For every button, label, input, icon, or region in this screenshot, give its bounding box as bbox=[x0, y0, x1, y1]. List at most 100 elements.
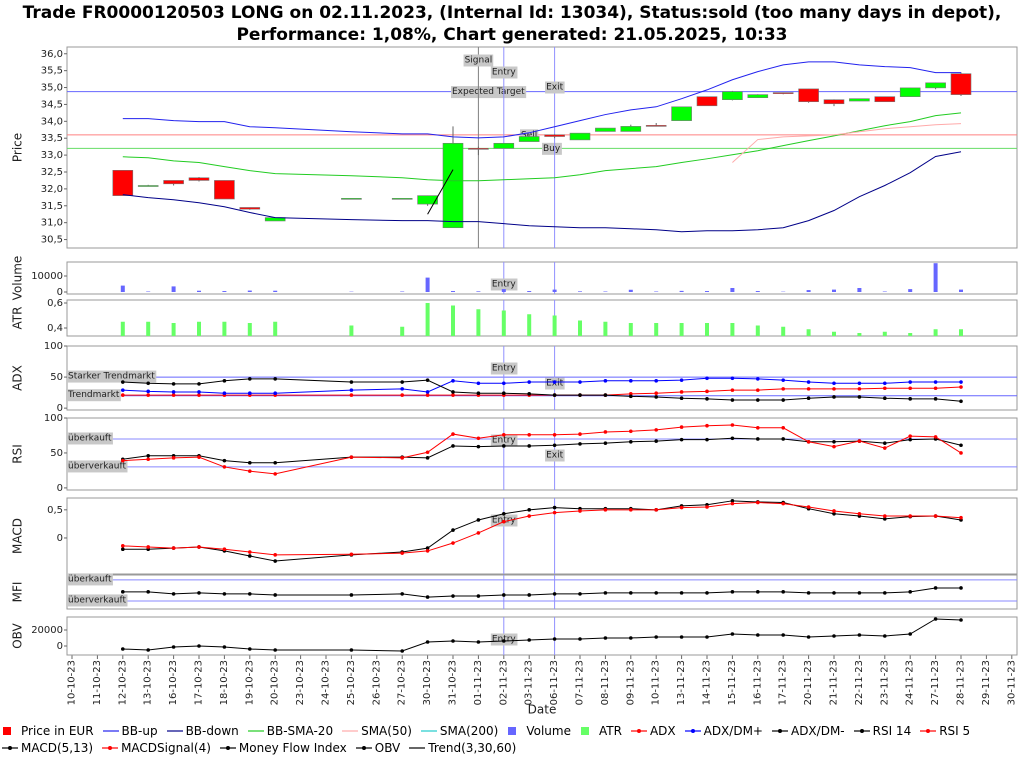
series-dot bbox=[273, 472, 278, 476]
series-dot bbox=[121, 380, 125, 384]
bar bbox=[120, 285, 125, 292]
legend-label: BB-SMA-20 bbox=[266, 724, 334, 738]
series-dot bbox=[349, 393, 354, 397]
series-dot bbox=[603, 508, 608, 512]
series-dot bbox=[197, 455, 201, 459]
reference-label: überverkauft bbox=[68, 595, 127, 605]
bar bbox=[755, 325, 760, 336]
event-label: Exit bbox=[546, 451, 564, 461]
legend-item: ADX bbox=[630, 724, 676, 738]
bar bbox=[933, 329, 938, 336]
series-dot bbox=[629, 508, 633, 512]
y-tick-label: 0 bbox=[57, 483, 63, 494]
series-dot bbox=[146, 545, 150, 549]
bar bbox=[959, 329, 963, 336]
y-tick-label: 31,0 bbox=[41, 218, 63, 229]
x-tick-label: 02-11-23 bbox=[498, 660, 509, 705]
series-dot bbox=[248, 592, 252, 596]
series-dot bbox=[908, 380, 912, 384]
series-dot bbox=[146, 648, 150, 652]
bar bbox=[654, 323, 659, 336]
series-dot bbox=[222, 391, 227, 396]
series-dot bbox=[222, 592, 227, 596]
candle-body bbox=[214, 180, 235, 200]
legend-swatch bbox=[102, 730, 119, 732]
bar bbox=[273, 321, 278, 336]
series-dot bbox=[425, 546, 430, 550]
bar bbox=[603, 321, 608, 336]
series-dot bbox=[578, 432, 582, 436]
series-dot bbox=[451, 432, 455, 436]
series-dot bbox=[578, 393, 582, 397]
series-dot bbox=[146, 393, 150, 397]
series-dot bbox=[400, 380, 405, 384]
candle-body bbox=[696, 96, 718, 107]
series-dot bbox=[705, 505, 709, 509]
series-dot bbox=[527, 392, 531, 396]
bar bbox=[832, 289, 836, 292]
series-dot bbox=[679, 396, 684, 400]
series-dot bbox=[197, 644, 201, 648]
series-dot bbox=[756, 633, 760, 637]
candle-body bbox=[188, 177, 210, 181]
swatch-dot bbox=[777, 729, 782, 733]
series-dot bbox=[908, 514, 912, 518]
series-dot bbox=[781, 425, 785, 430]
series-dot bbox=[476, 436, 481, 441]
legend-swatch bbox=[420, 730, 437, 732]
candle-body bbox=[493, 142, 515, 149]
series-dot bbox=[781, 633, 785, 637]
event-label: Exit bbox=[546, 83, 564, 93]
x-tick-label: 27-11-23 bbox=[930, 660, 941, 705]
bar bbox=[705, 291, 709, 292]
series-dot bbox=[578, 442, 582, 446]
series-dot bbox=[425, 549, 430, 553]
x-tick-label: 16-11-23 bbox=[752, 660, 763, 705]
candle-body bbox=[544, 134, 565, 137]
series-dot bbox=[679, 505, 684, 510]
bar bbox=[908, 289, 913, 292]
series-dot bbox=[476, 531, 481, 535]
series-dot bbox=[121, 590, 125, 594]
series-dot bbox=[248, 647, 252, 651]
series-dot bbox=[781, 387, 785, 391]
series-dot bbox=[552, 393, 557, 397]
series-dot bbox=[832, 381, 836, 386]
series-dot bbox=[197, 545, 201, 549]
series-dot bbox=[832, 439, 836, 444]
y-tick-label: 100 bbox=[44, 413, 63, 424]
swatch-dot bbox=[361, 746, 366, 750]
series-dot bbox=[883, 386, 887, 391]
legend-swatch bbox=[630, 729, 647, 733]
legend-item: Trend(3,30,60) bbox=[409, 741, 516, 755]
label-bg bbox=[542, 142, 562, 155]
y-tick-label: 34,5 bbox=[41, 99, 63, 110]
bar bbox=[451, 291, 455, 292]
series-dot bbox=[502, 432, 506, 437]
event-label: Entry bbox=[492, 280, 517, 290]
y-tick-label: 30,5 bbox=[41, 235, 63, 246]
panel bbox=[66, 261, 1018, 295]
x-tick-label: 08-11-23 bbox=[600, 660, 611, 705]
series-dot bbox=[756, 500, 760, 505]
legend-label: ADX bbox=[649, 724, 676, 738]
series-line bbox=[122, 151, 962, 233]
panel bbox=[66, 497, 1018, 575]
candle-body bbox=[849, 98, 870, 102]
series-dot bbox=[781, 501, 785, 506]
x-tick-label: 16-10-23 bbox=[168, 660, 179, 705]
series-dot bbox=[756, 377, 760, 381]
series-dot bbox=[222, 458, 227, 463]
series-dot bbox=[603, 636, 608, 640]
series-dot bbox=[781, 398, 785, 402]
series-dot bbox=[806, 505, 811, 509]
series-dot bbox=[171, 546, 176, 550]
series-dot bbox=[502, 519, 506, 524]
series-dot bbox=[451, 444, 455, 448]
x-tick-label: 03-11-23 bbox=[524, 660, 535, 705]
series-dot bbox=[908, 590, 912, 594]
series-dot bbox=[400, 387, 405, 391]
legend: Price in EUR BB-up BB-down BB-SMA-20 SMA(50)… bbox=[2, 724, 1022, 755]
candle-body bbox=[950, 73, 972, 95]
y-tick-label: 33,5 bbox=[41, 133, 63, 144]
